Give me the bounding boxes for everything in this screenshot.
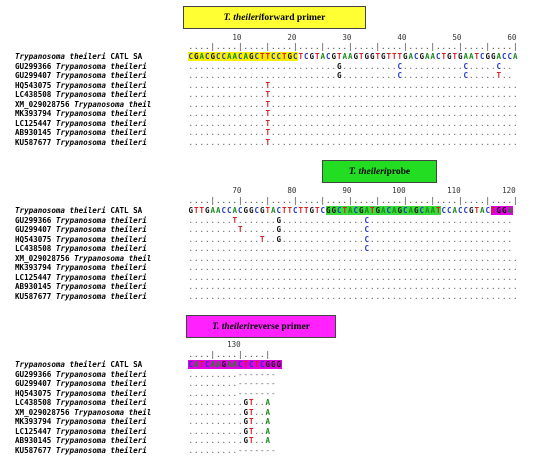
sequence-name: HQ543075 Trypanosoma theileri bbox=[15, 388, 147, 398]
sequence-name: LC125447 Trypanosoma theileri bbox=[15, 426, 147, 436]
ruler-number: 80 bbox=[287, 186, 297, 195]
sequence-name: LC438508 Trypanosoma theileri bbox=[15, 90, 147, 100]
sequence-name: KU587677 Trypanosoma theileri bbox=[15, 291, 147, 301]
aligned-sequence: ................................C.......… bbox=[188, 244, 513, 254]
reference-sequence: CATCAAGAACTCTCGGG bbox=[188, 360, 282, 369]
sequence-name: LC125447 Trypanosoma theileri bbox=[15, 272, 147, 282]
ruler-number: 120 bbox=[502, 186, 516, 195]
ruler-number: 110 bbox=[447, 186, 461, 195]
reference-sequence-name: Trypanosoma theileri CATL SA bbox=[15, 206, 143, 215]
aligned-sequence: .............T..G...............C.......… bbox=[188, 234, 513, 244]
ruler-number: 70 bbox=[232, 186, 242, 195]
primer-type: forward primer bbox=[261, 12, 326, 23]
aligned-sequence: ........................................… bbox=[188, 291, 518, 301]
sequence-name: GU299407 Trypanosoma theileri bbox=[15, 225, 147, 235]
aligned-sequence: ........T.......G...............C.......… bbox=[188, 215, 513, 225]
sequence-name: AB930145 Trypanosoma theileri bbox=[15, 436, 147, 446]
aligned-sequence: ........................................… bbox=[188, 253, 518, 263]
aligned-sequence: ...........................G..........C.… bbox=[188, 71, 513, 81]
ruler-ticks: ....|....|....|....|....|....|....|....|… bbox=[188, 196, 518, 205]
aligned-sequence: ........................................… bbox=[188, 263, 518, 273]
ruler-number: 40 bbox=[397, 33, 407, 42]
reference-sequence: GTTGAACCACGGCGTACTTCTTGTCGGCTACGATGACAGC… bbox=[188, 206, 513, 215]
primer-type: reverse primer bbox=[249, 321, 310, 332]
sequence-name: HQ543075 Trypanosoma theileri bbox=[15, 80, 147, 90]
reference-sequence-name: Trypanosoma theileri CATL SA bbox=[15, 52, 143, 61]
sequence-name: MK393794 Trypanosoma theileri bbox=[15, 263, 147, 273]
sequence-name: AB930145 Trypanosoma theileri bbox=[15, 282, 147, 292]
aligned-sequence: ..............T.........................… bbox=[188, 118, 518, 128]
ruler-number: 130 bbox=[227, 340, 241, 349]
aligned-sequence: ..............T.........................… bbox=[188, 109, 518, 119]
aligned-sequence: ..........GT..A bbox=[188, 417, 271, 427]
aligned-sequence: ..........GT..A bbox=[188, 407, 271, 417]
ruler-number: 50 bbox=[452, 33, 462, 42]
sequence-name: GU299407 Trypanosoma theileri bbox=[15, 379, 147, 389]
forward-primer-label: T. theileri forward primer bbox=[183, 6, 366, 29]
ruler-number: 60 bbox=[507, 33, 517, 42]
aligned-sequence: ........................................… bbox=[188, 272, 518, 282]
sequence-name: GU299407 Trypanosoma theileri bbox=[15, 71, 147, 81]
aligned-sequence: ...........................G..........C.… bbox=[188, 61, 513, 71]
aligned-sequence: ..........GT..A bbox=[188, 426, 271, 436]
ruler-number: 30 bbox=[342, 33, 352, 42]
ruler-number: 10 bbox=[232, 33, 242, 42]
aligned-sequence: .........T......G...............C.......… bbox=[188, 225, 513, 235]
ruler-number: 90 bbox=[342, 186, 352, 195]
aligned-sequence: ..........GT..A bbox=[188, 398, 271, 408]
sequence-name: KU587677 Trypanosoma theileri bbox=[15, 445, 147, 455]
aligned-sequence: ..............T.........................… bbox=[188, 99, 518, 109]
sequence-name: GU299366 Trypanosoma theileri bbox=[15, 215, 147, 225]
aligned-sequence: .........------- bbox=[188, 445, 276, 455]
primer-species: T. theileri bbox=[223, 12, 262, 23]
sequence-name: MK393794 Trypanosoma theileri bbox=[15, 109, 147, 119]
sequence-name: KU587677 Trypanosoma theileri bbox=[15, 137, 147, 147]
ruler-number: 100 bbox=[392, 186, 406, 195]
primer-type: probe bbox=[386, 166, 411, 177]
aligned-sequence: ..............T.........................… bbox=[188, 137, 518, 147]
ruler-ticks: ....|....|....| bbox=[188, 350, 271, 359]
aligned-sequence: ..............T.........................… bbox=[188, 128, 518, 138]
reference-sequence: CGACGCCAACAGCTTCCTGCTCGTACGTAAGTGGTGTTTG… bbox=[188, 52, 518, 61]
probe-primer-label: T. theileri probe bbox=[322, 160, 437, 183]
aligned-sequence: .........------- bbox=[188, 379, 276, 389]
primer-species: T. theileri bbox=[348, 166, 387, 177]
ruler-ticks: ....|....|....|....|....|....|....|....|… bbox=[188, 42, 518, 51]
primer-species: T. theileri bbox=[212, 321, 250, 332]
sequence-name: AB930145 Trypanosoma theileri bbox=[15, 128, 147, 138]
sequence-name: XM_029028756 Trypanosoma theil bbox=[15, 99, 152, 109]
ruler-number: 20 bbox=[287, 33, 297, 42]
sequence-name: LC125447 Trypanosoma theileri bbox=[15, 118, 147, 128]
aligned-sequence: ........................................… bbox=[188, 282, 518, 292]
sequence-name: GU299366 Trypanosoma theileri bbox=[15, 61, 147, 71]
aligned-sequence: ..............T.........................… bbox=[188, 80, 518, 90]
sequence-name: LC438508 Trypanosoma theileri bbox=[15, 244, 147, 254]
sequence-name: GU299366 Trypanosoma theileri bbox=[15, 369, 147, 379]
reference-sequence-name: Trypanosoma theileri CATL SA bbox=[15, 360, 143, 369]
reverse-primer-label: T. theileri reverse primer bbox=[186, 315, 336, 338]
sequence-name: HQ543075 Trypanosoma theileri bbox=[15, 234, 147, 244]
aligned-sequence: ..........GT..A bbox=[188, 436, 271, 446]
sequence-name: XM_029028756 Trypanosoma theil bbox=[15, 407, 152, 417]
sequence-name: MK393794 Trypanosoma theileri bbox=[15, 417, 147, 427]
aligned-sequence: ..............T.........................… bbox=[188, 90, 518, 100]
sequence-name: LC438508 Trypanosoma theileri bbox=[15, 398, 147, 408]
aligned-sequence: .........------- bbox=[188, 388, 276, 398]
sequence-name: XM_029028756 Trypanosoma theil bbox=[15, 253, 152, 263]
aligned-sequence: .........------- bbox=[188, 369, 276, 379]
